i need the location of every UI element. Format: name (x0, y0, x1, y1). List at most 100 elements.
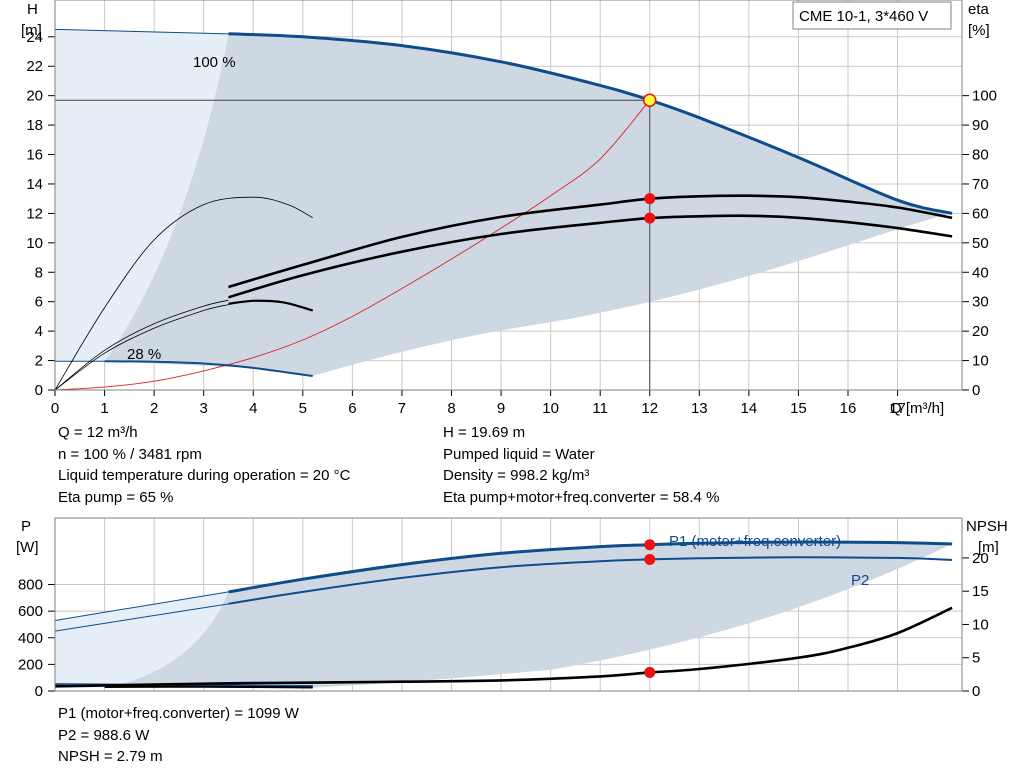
eta-axis-title: eta (968, 1, 990, 18)
p-axis-title: P (21, 518, 31, 535)
p-axis-unit: [W] (16, 539, 39, 556)
p1-extension (54, 591, 229, 621)
npsh-value: NPSH = 2.79 m (58, 748, 163, 765)
density-value: Density = 998.2 kg/m³ (443, 467, 590, 484)
power-npsh-chart: 0 200 400 600 800 0 5 10 15 20 P [W] NPSH [m] P1 … (16, 517, 1008, 700)
npsh-curve (54, 606, 953, 688)
eta-low-speed-curve-2 (54, 299, 229, 391)
h-tick-label: 16 (26, 147, 43, 164)
npsh-tick-label: 20 (972, 550, 989, 567)
x-tick-label: 2 (150, 400, 158, 417)
power-duty-point (644, 553, 656, 565)
h-tick-label: 8 (35, 264, 43, 281)
p-tick-label: 400 (18, 630, 43, 647)
eta-tick-label: 100 (972, 88, 997, 105)
head-100-curve (228, 32, 953, 215)
x-tick-label: 8 (447, 400, 455, 417)
h-tick-label: 6 (35, 294, 43, 311)
npsh-tick-label: 0 (972, 683, 980, 700)
eta-tick-label: 20 (972, 323, 989, 340)
h-tick-label: 14 (26, 176, 43, 193)
head-100-extension (54, 28, 229, 35)
x-tick-label: 3 (200, 400, 208, 417)
p2-extension (54, 603, 229, 632)
p1-curve (228, 540, 953, 594)
head-value: H = 19.69 m (443, 424, 526, 441)
x-tick-label: 12 (641, 400, 658, 417)
eta-system-red-curve (54, 99, 651, 391)
eta-tick-label: 0 (972, 382, 980, 399)
top-markers (643, 93, 657, 224)
top-plot-frame (54, 0, 963, 391)
eta-tick-label: 50 (972, 235, 989, 252)
npsh-tick-label: 10 (972, 616, 989, 633)
bottom-light-envelope (55, 591, 229, 688)
x-tick-label: 1 (100, 400, 108, 417)
p2-curve-label: P2 (851, 572, 869, 589)
flow-value: Q = 12 m³/h (58, 424, 138, 441)
speed-value: n = 100 % / 3481 rpm (58, 445, 202, 463)
duty-point (643, 93, 657, 107)
h-tick-label: 24 (26, 29, 43, 46)
bottom-main-envelope (104, 541, 953, 688)
h-tick-label: 0 (35, 382, 43, 399)
head-efficiency-chart: 0 1 2 3 4 5 6 7 8 9 10 11 12 13 14 15 16 1702468101214161… (21, 0, 997, 417)
x-tick-label: 4 (249, 400, 257, 417)
p-tick-label: 600 (18, 603, 43, 620)
x-tick-label: 0 (51, 400, 59, 417)
h-axis-title: H (27, 1, 38, 18)
h-tick-label: 2 (35, 353, 43, 370)
eta-tick-label: 60 (972, 205, 989, 222)
x-tick-label: 5 (299, 400, 307, 417)
pumped-liquid: Pumped liquid = Water (443, 445, 595, 463)
eta-pump: Eta pump = 65 % (58, 488, 174, 506)
eta-28-curve (228, 299, 313, 312)
speed-label-28: 28 % (127, 346, 161, 363)
head-28-curve (104, 360, 313, 377)
eta-tick-label: 70 (972, 176, 989, 193)
x-tick-label: 17 (889, 400, 906, 417)
p-tick-label: 800 (18, 577, 43, 594)
power-info: P1 (motor+freq.converter) = 1099 W P2 = … (58, 703, 299, 768)
p1-value: P1 (motor+freq.converter) = 1099 W (58, 705, 299, 722)
p-tick-label: 0 (35, 683, 43, 700)
h-tick-label: 12 (26, 205, 43, 222)
x-tick-label: 6 (348, 400, 356, 417)
npsh-axis-title: NPSH (966, 518, 1008, 535)
top-operating-envelope (55, 29, 953, 377)
x-tick-label: 14 (741, 400, 758, 417)
eta-low-speed-curve (54, 196, 313, 391)
x-tick-label: 9 (497, 400, 505, 417)
npsh-tick-label: 5 (972, 650, 980, 667)
p2-curve (228, 556, 953, 605)
power-duty-point (644, 666, 656, 678)
pump-label: CME 10-1, 3*460 V (799, 8, 928, 25)
h-tick-label: 22 (26, 58, 43, 75)
x-tick-label: 10 (542, 400, 559, 417)
eta-low-speed-curve-3 (54, 304, 229, 391)
x-tick-label: 11 (592, 400, 608, 417)
h-tick-label: 18 (26, 117, 43, 134)
duty-info-right: H = 19.69 m Pumped liquid = Water Densit… (443, 422, 719, 508)
p1-curve-label: P1 (motor+freq.converter) (669, 533, 841, 550)
eta-tick-label: 40 (972, 264, 989, 281)
liquid-temperature: Liquid temperature during operation = 20… (58, 467, 351, 484)
x-tick-label: 13 (691, 400, 708, 417)
p2-value: P2 = 988.6 W (58, 726, 150, 744)
eta-tick-label: 30 (972, 294, 989, 311)
eta-axis-unit: [%] (968, 22, 990, 39)
h-tick-label: 20 (26, 88, 43, 105)
top-light-envelope (55, 29, 229, 362)
bottom-operating-envelope (55, 541, 953, 688)
duty-info-left: Q = 12 m³/h n = 100 % / 3481 rpm Liquid … (58, 422, 350, 508)
npsh-axis-unit: [m] (978, 539, 999, 556)
h-axis-unit: [m] (21, 22, 42, 39)
eta-total: Eta pump+motor+freq.converter = 58.4 % (443, 488, 720, 506)
eta-duty-point (644, 193, 656, 205)
top-main-envelope (104, 33, 953, 377)
bottom-curves (54, 540, 953, 689)
speed-label-100: 100 % (193, 54, 236, 71)
top-tick-labels: 0 1 2 3 4 5 6 7 8 9 10 11 12 13 14 15 16 1702468101214161… (26, 29, 997, 417)
power-duty-point (644, 539, 656, 551)
